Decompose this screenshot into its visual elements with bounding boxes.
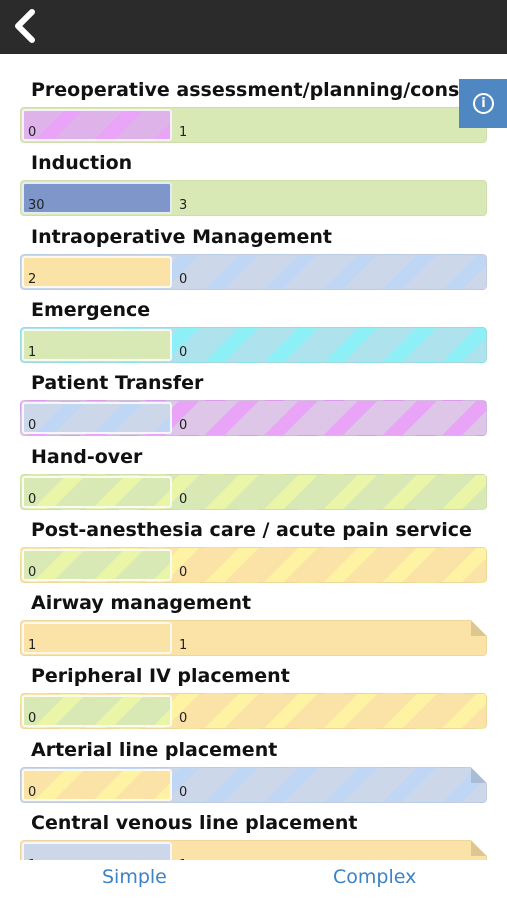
simple-segment [22, 475, 172, 508]
simple-count: 0 [28, 564, 37, 580]
complex-count: 0 [179, 784, 188, 800]
page-fold-icon [471, 840, 487, 856]
procedure-list: Preoperative assessment/planning/consent… [0, 54, 507, 860]
simple-segment [22, 695, 172, 728]
complex-count: 1 [179, 638, 188, 654]
complex-count: 0 [179, 711, 188, 727]
procedure-item[interactable]: Induction 30 3 [20, 151, 487, 224]
procedure-item[interactable]: Post-anesthesia care / acute pain servic… [20, 518, 487, 591]
simple-count: 0 [28, 491, 37, 507]
procedure-title: Post-anesthesia care / acute pain servic… [31, 518, 472, 541]
procedure-item[interactable]: Preoperative assessment/planning/consent… [20, 78, 495, 151]
procedure-item[interactable]: Central venous line placement11 [20, 811, 487, 860]
back-button[interactable] [10, 8, 44, 44]
simple-count: 1 [28, 638, 37, 654]
simple-segment [22, 622, 172, 655]
complex-count: 0 [179, 564, 188, 580]
simple-count: 30 [28, 198, 45, 214]
complex-count: 1 [179, 858, 187, 860]
progress-bar[interactable]: 30 3 [20, 180, 487, 217]
complex-count: 0 [179, 491, 188, 507]
simple-count: 0 [28, 125, 37, 140]
simple-count: 1 [28, 344, 37, 360]
procedure-title: Hand-over [31, 445, 143, 468]
procedure-title: Central venous line placement [31, 812, 358, 834]
tab-simple[interactable]: Simple [102, 866, 167, 888]
page-fold-icon [471, 620, 487, 637]
procedure-item[interactable]: Arterial line placement 0 0 [20, 738, 487, 811]
procedure-item[interactable]: Peripheral IV placement 0 0 [20, 664, 487, 737]
complex-count: 1 [179, 125, 188, 140]
simple-segment [22, 402, 172, 435]
procedure-item[interactable]: Emergence 1 0 [20, 298, 487, 371]
complex-count: 3 [179, 198, 188, 214]
simple-segment [22, 548, 172, 581]
simple-segment [22, 182, 172, 215]
simple-segment [22, 842, 172, 860]
simple-count: 0 [28, 711, 37, 727]
simple-segment [22, 255, 172, 288]
simple-segment [22, 109, 172, 141]
procedure-title: Induction [31, 152, 133, 175]
tab-complex[interactable]: Complex [333, 866, 417, 888]
simple-count: 2 [28, 271, 37, 287]
procedure-title: Peripheral IV placement [31, 665, 290, 688]
procedure-title: Airway management [31, 592, 252, 615]
simple-count: 0 [28, 418, 37, 434]
simple-segment [22, 768, 172, 801]
top-navigation-bar [0, 0, 507, 54]
info-button[interactable]: i [459, 79, 507, 128]
info-icon: i [473, 93, 494, 114]
procedure-title: Intraoperative Management [31, 225, 332, 248]
page-fold-icon [471, 766, 487, 783]
simple-count: 1 [28, 858, 36, 860]
procedure-title: Emergence [31, 298, 151, 321]
procedure-item[interactable]: Patient Transfer 0 0 [20, 371, 487, 444]
complex-count: 0 [179, 344, 188, 360]
complex-count: 0 [179, 418, 188, 434]
procedure-title: Arterial line placement [31, 738, 278, 761]
complex-count: 0 [179, 271, 188, 287]
progress-bar[interactable]: 11 [20, 840, 487, 860]
chevron-left-icon [15, 9, 35, 43]
procedure-title: Patient Transfer [31, 372, 204, 395]
procedure-item[interactable]: Airway management 1 1 [20, 591, 487, 664]
procedure-title: Preoperative assessment/planning/consent [31, 79, 495, 101]
procedure-item[interactable]: Hand-over 0 0 [20, 445, 487, 518]
procedure-item[interactable]: Intraoperative Management 2 0 [20, 225, 487, 298]
simple-segment [22, 328, 172, 361]
bottom-tab-bar: Simple Complex [0, 860, 507, 900]
simple-count: 0 [28, 784, 37, 800]
